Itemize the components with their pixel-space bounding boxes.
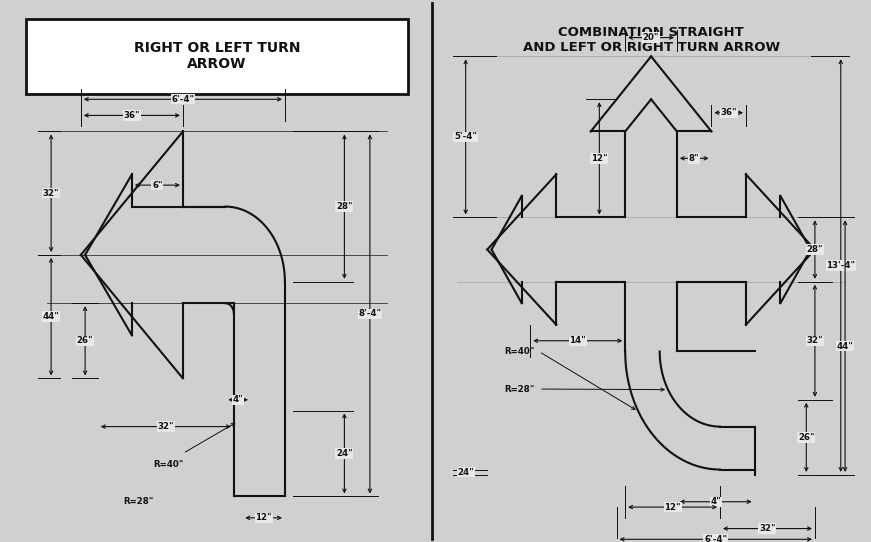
Text: 6'-4": 6'-4" — [704, 535, 727, 542]
Text: R=40": R=40" — [153, 460, 184, 469]
Text: R=28": R=28" — [504, 384, 535, 393]
Text: 4": 4" — [711, 497, 721, 506]
Text: 8'-4": 8'-4" — [358, 309, 381, 319]
Text: 6'-4": 6'-4" — [172, 95, 194, 104]
Text: 6": 6" — [152, 180, 163, 190]
Text: 13'-4": 13'-4" — [827, 261, 855, 270]
Text: 14": 14" — [570, 336, 586, 345]
Text: 36": 36" — [720, 108, 737, 117]
Text: 12": 12" — [591, 154, 608, 163]
Text: 12": 12" — [665, 502, 681, 512]
Text: 24": 24" — [336, 449, 353, 458]
Text: RIGHT OR LEFT TURN
ARROW: RIGHT OR LEFT TURN ARROW — [133, 41, 300, 72]
Text: 28": 28" — [807, 245, 823, 254]
Text: 26": 26" — [798, 433, 814, 442]
FancyBboxPatch shape — [25, 19, 408, 94]
Text: 32": 32" — [760, 524, 776, 533]
Text: 12": 12" — [255, 513, 272, 522]
Text: 28": 28" — [336, 202, 353, 211]
Text: 26": 26" — [77, 336, 93, 345]
Text: R=40": R=40" — [504, 347, 535, 356]
Text: 8": 8" — [689, 154, 699, 163]
Text: 36": 36" — [124, 111, 140, 120]
Text: 5'-4": 5'-4" — [454, 132, 477, 141]
Text: R=28": R=28" — [124, 497, 154, 506]
Text: 32": 32" — [807, 336, 823, 345]
Text: 4": 4" — [233, 395, 244, 404]
Text: COMBINATION STRAIGHT
AND LEFT OR RIGHT TURN ARROW: COMBINATION STRAIGHT AND LEFT OR RIGHT T… — [523, 26, 780, 54]
Text: 32": 32" — [158, 422, 174, 431]
Text: 44": 44" — [43, 312, 59, 321]
Text: 32": 32" — [43, 189, 59, 198]
Text: 24": 24" — [457, 468, 474, 477]
Text: 20": 20" — [643, 33, 659, 42]
Text: 44": 44" — [837, 341, 854, 351]
